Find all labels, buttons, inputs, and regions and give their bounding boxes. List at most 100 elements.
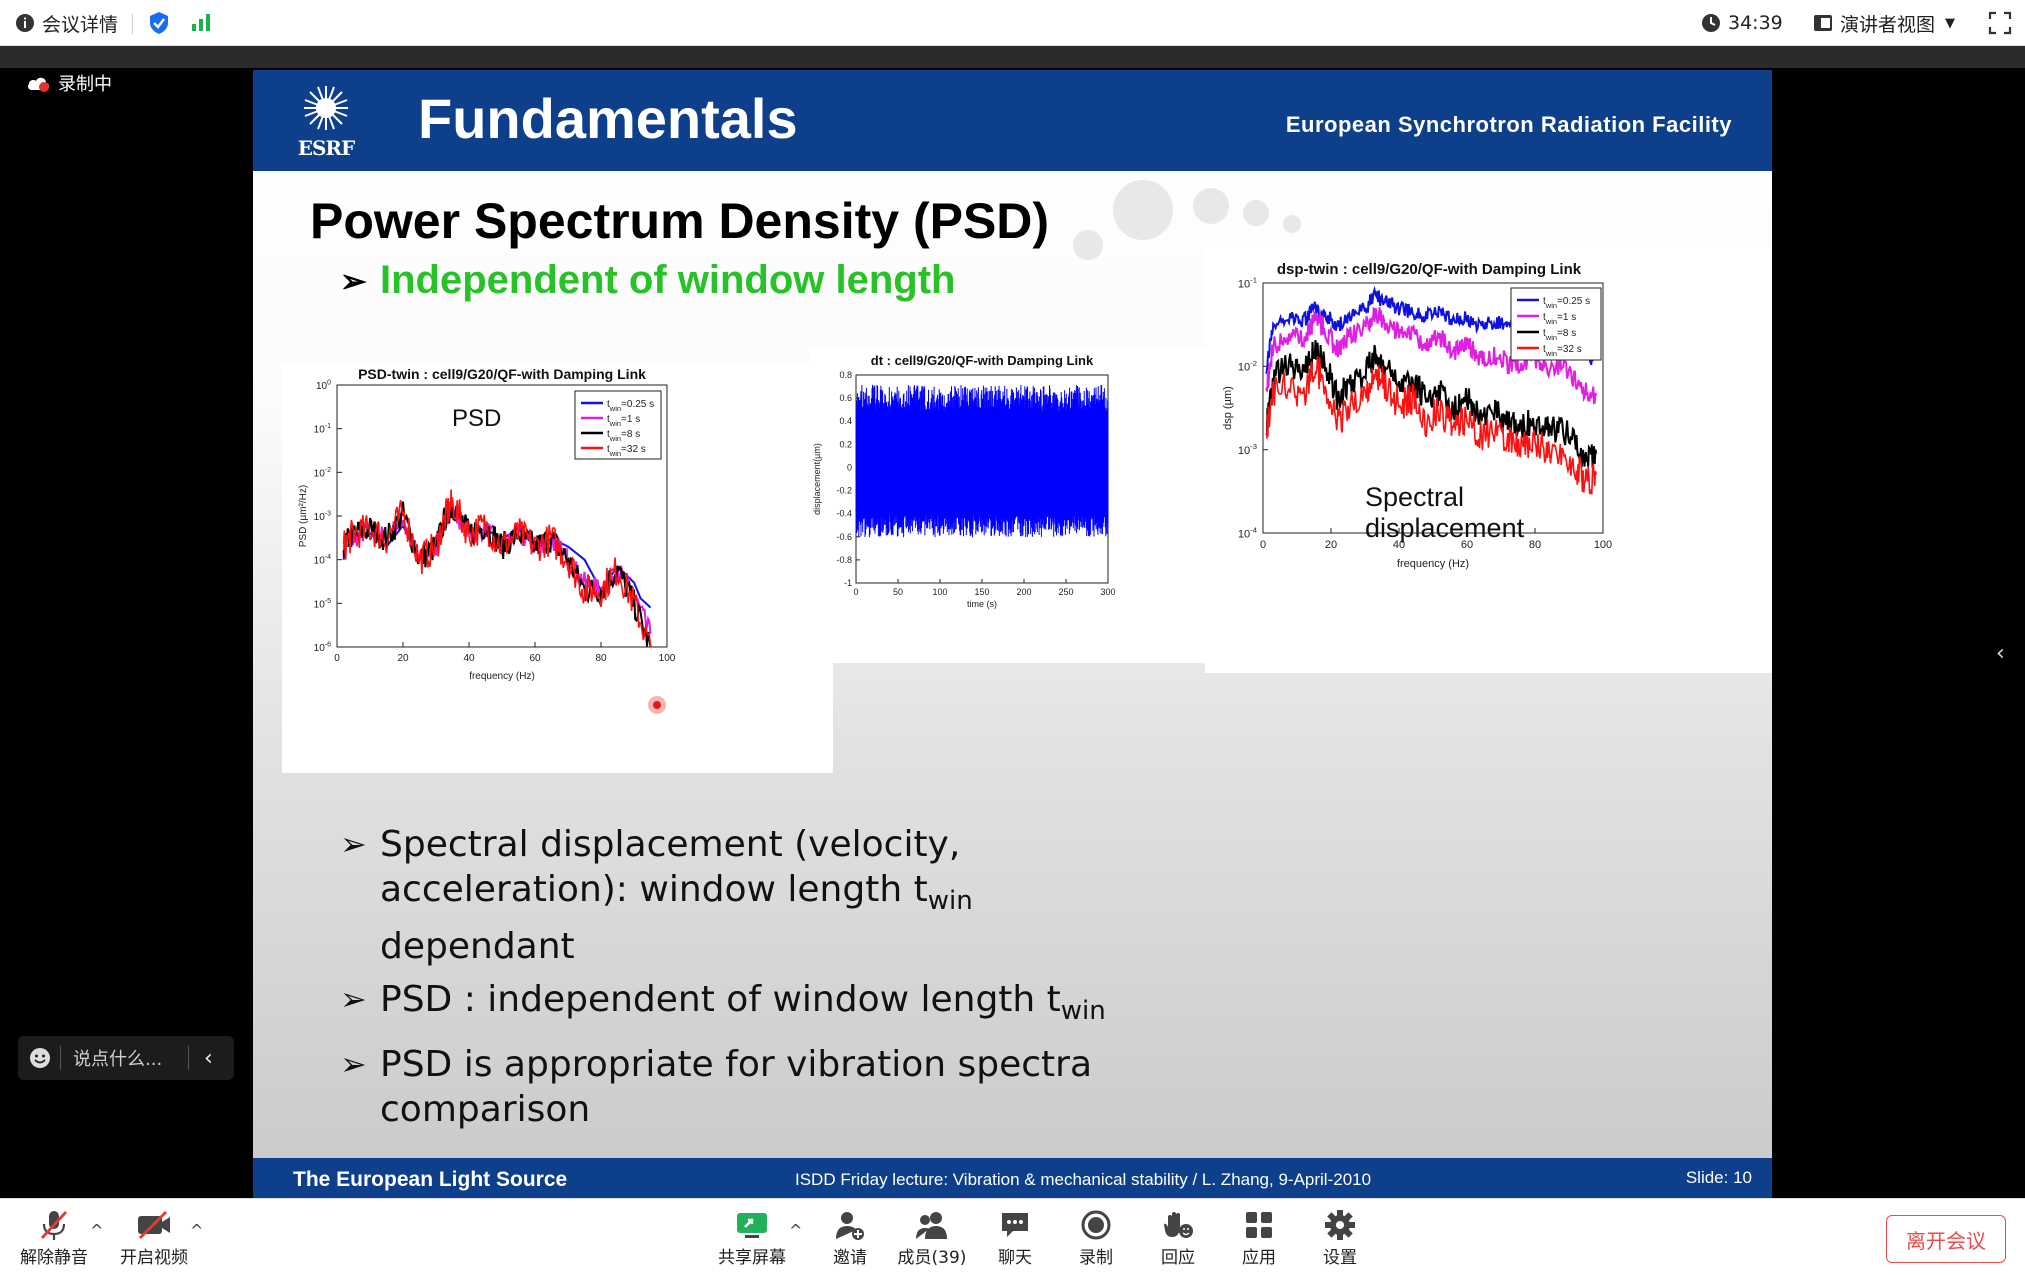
y-tick-label: 10-4 <box>314 554 331 567</box>
video-options-chevron-icon[interactable]: ^ <box>190 1221 204 1240</box>
network-signal-icon[interactable] <box>190 11 212 33</box>
arrow-bullet-icon: ➢ <box>340 825 367 863</box>
y-tick-label: 0.2 <box>839 439 852 449</box>
y-tick-label: 100 <box>316 380 331 393</box>
record-button[interactable]: 录制 <box>1056 1207 1136 1268</box>
share-options-chevron-icon[interactable]: ^ <box>789 1221 803 1240</box>
sub-bullet: ➢ Independent of window length <box>340 258 956 303</box>
decor-bubble <box>1243 200 1269 226</box>
x-tick-label: 100 <box>659 653 676 664</box>
series-line-4 <box>1265 356 1597 495</box>
y-tick-label: 0.6 <box>839 393 852 403</box>
leave-meeting-button[interactable]: 离开会议 <box>1886 1215 2006 1263</box>
x-tick-label: 60 <box>1461 539 1473 551</box>
fullscreen-icon[interactable] <box>1988 11 2012 35</box>
legend-label: twin=0.25 s <box>1543 296 1590 310</box>
settings-button[interactable]: 设置 <box>1300 1207 1380 1268</box>
x-tick-label: 0 <box>1260 539 1266 551</box>
legend-label: twin=1 s <box>607 414 640 428</box>
y-tick-label: 10-3 <box>1238 442 1257 457</box>
invite-button[interactable]: 邀请 <box>810 1207 890 1268</box>
bullet-line: acceleration): window length twin <box>380 867 973 924</box>
slide-heading: Power Spectrum Density (PSD) <box>310 193 1050 249</box>
esrf-logo-icon <box>304 86 348 130</box>
unmute-button[interactable]: 解除静音 <box>14 1207 94 1268</box>
y-tick-label: -0.2 <box>836 486 852 496</box>
bullet-item: ➢ Spectral displacement (velocity, accel… <box>340 822 1140 969</box>
divider <box>60 1046 61 1070</box>
arrow-bullet-icon: ➢ <box>340 1045 367 1084</box>
reactions-label: 回应 <box>1161 1248 1195 1268</box>
reactions-button[interactable]: 回应 <box>1138 1207 1218 1268</box>
chat-label: 聊天 <box>998 1248 1032 1268</box>
decor-bubble <box>1073 230 1103 260</box>
chat-button[interactable]: 聊天 <box>975 1207 1055 1268</box>
y-tick-label: -0.4 <box>836 509 852 519</box>
bullet-text: Spectral displacement (velocity, acceler… <box>380 822 973 969</box>
x-tick-label: 50 <box>893 587 903 597</box>
bullet-line: Spectral displacement (velocity, <box>380 824 961 865</box>
collapse-chevron-icon[interactable]: ‹ <box>204 1045 213 1071</box>
apps-label: 应用 <box>1242 1248 1276 1268</box>
legend-label: twin=32 s <box>607 444 646 458</box>
y-axis-label: PSD (µm²/Hz) <box>298 485 309 547</box>
meeting-info-button[interactable]: 会议详情 <box>14 9 118 37</box>
x-axis-label: time (s) <box>967 599 997 609</box>
x-tick-label: 100 <box>932 587 947 597</box>
bottom-toolbar: 解除静音 ^ 开启视频 ^ 共享屏幕 ^ 邀请 成员(39) 聊天 录制 回应 … <box>0 1198 2025 1276</box>
y-tick-label: 10-2 <box>1238 359 1257 374</box>
bullet-text: PSD : independent of window length twin <box>380 977 1106 1034</box>
arrow-bullet-icon: ➢ <box>340 980 367 1019</box>
subscript: win <box>927 886 973 917</box>
recording-label: 录制中 <box>58 74 112 95</box>
record-icon <box>1056 1207 1136 1243</box>
bullet-item: ➢ PSD : independent of window length twi… <box>340 977 1140 1034</box>
chart-title: PSD-twin : cell9/G20/QF-with Damping Lin… <box>358 366 646 382</box>
esrf-logo-text: ESRF <box>297 136 356 160</box>
divider <box>188 1046 189 1070</box>
raise-hand-icon <box>1138 1207 1218 1243</box>
x-tick-label: 40 <box>463 653 475 664</box>
divider <box>132 14 133 34</box>
side-panel-toggle-icon[interactable]: ‹ <box>1996 641 2005 666</box>
audio-options-chevron-icon[interactable]: ^ <box>90 1221 104 1240</box>
psd-chart-panel: PSD-twin : cell9/G20/QF-with Damping Lin… <box>282 363 833 773</box>
apps-button[interactable]: 应用 <box>1219 1207 1299 1268</box>
y-tick-label: 10-5 <box>314 598 331 611</box>
dsp-chart-panel: dsp-twin : cell9/G20/QF-with Damping Lin… <box>1205 248 1772 673</box>
chart-annotation: displacement <box>1365 513 1525 543</box>
unmute-label: 解除静音 <box>20 1248 88 1268</box>
view-mode-dropdown[interactable]: 演讲者视图 ▼ <box>1812 9 1955 37</box>
members-button[interactable]: 成员(39) <box>892 1207 972 1268</box>
y-tick-label: 0 <box>847 462 852 472</box>
esrf-logo: ESRF <box>291 84 361 160</box>
organization-name: European Synchrotron Radiation Facility <box>1285 112 1732 137</box>
x-tick-label: 80 <box>1529 539 1541 551</box>
chat-placeholder: 说点什么... <box>73 1049 163 1070</box>
chat-icon <box>975 1207 1055 1243</box>
bullet-line: dependant <box>380 926 575 968</box>
legend-label: twin=1 s <box>1543 312 1576 326</box>
x-tick-label: 20 <box>1325 539 1337 551</box>
stage-strip <box>0 46 2025 68</box>
start-video-button[interactable]: 开启视频 <box>114 1207 194 1268</box>
chat-input-box[interactable]: 说点什么... ‹ <box>18 1036 234 1080</box>
x-tick-label: 150 <box>974 587 989 597</box>
info-icon <box>14 12 36 34</box>
x-tick-label: 20 <box>397 653 409 664</box>
emoji-icon[interactable] <box>28 1046 52 1070</box>
x-tick-label: 250 <box>1058 587 1073 597</box>
slide-number: Slide: 10 <box>1685 1168 1752 1187</box>
gear-icon <box>1300 1207 1380 1243</box>
y-tick-label: 0.8 <box>839 370 852 380</box>
recording-indicator: 录制中 <box>26 70 112 96</box>
members-icon <box>892 1207 972 1243</box>
chevron-down-icon: ▼ <box>1945 15 1956 31</box>
share-screen-button[interactable]: 共享屏幕 <box>712 1207 792 1268</box>
security-shield-icon[interactable] <box>148 11 170 35</box>
chart-title: dt : cell9/G20/QF-with Damping Link <box>871 353 1094 368</box>
clock-icon <box>1700 12 1722 34</box>
footer-center: ISDD Friday lecture: Vibration & mechani… <box>795 1170 1372 1189</box>
bullet-line-text: PSD : independent of window length t <box>380 979 1061 1021</box>
